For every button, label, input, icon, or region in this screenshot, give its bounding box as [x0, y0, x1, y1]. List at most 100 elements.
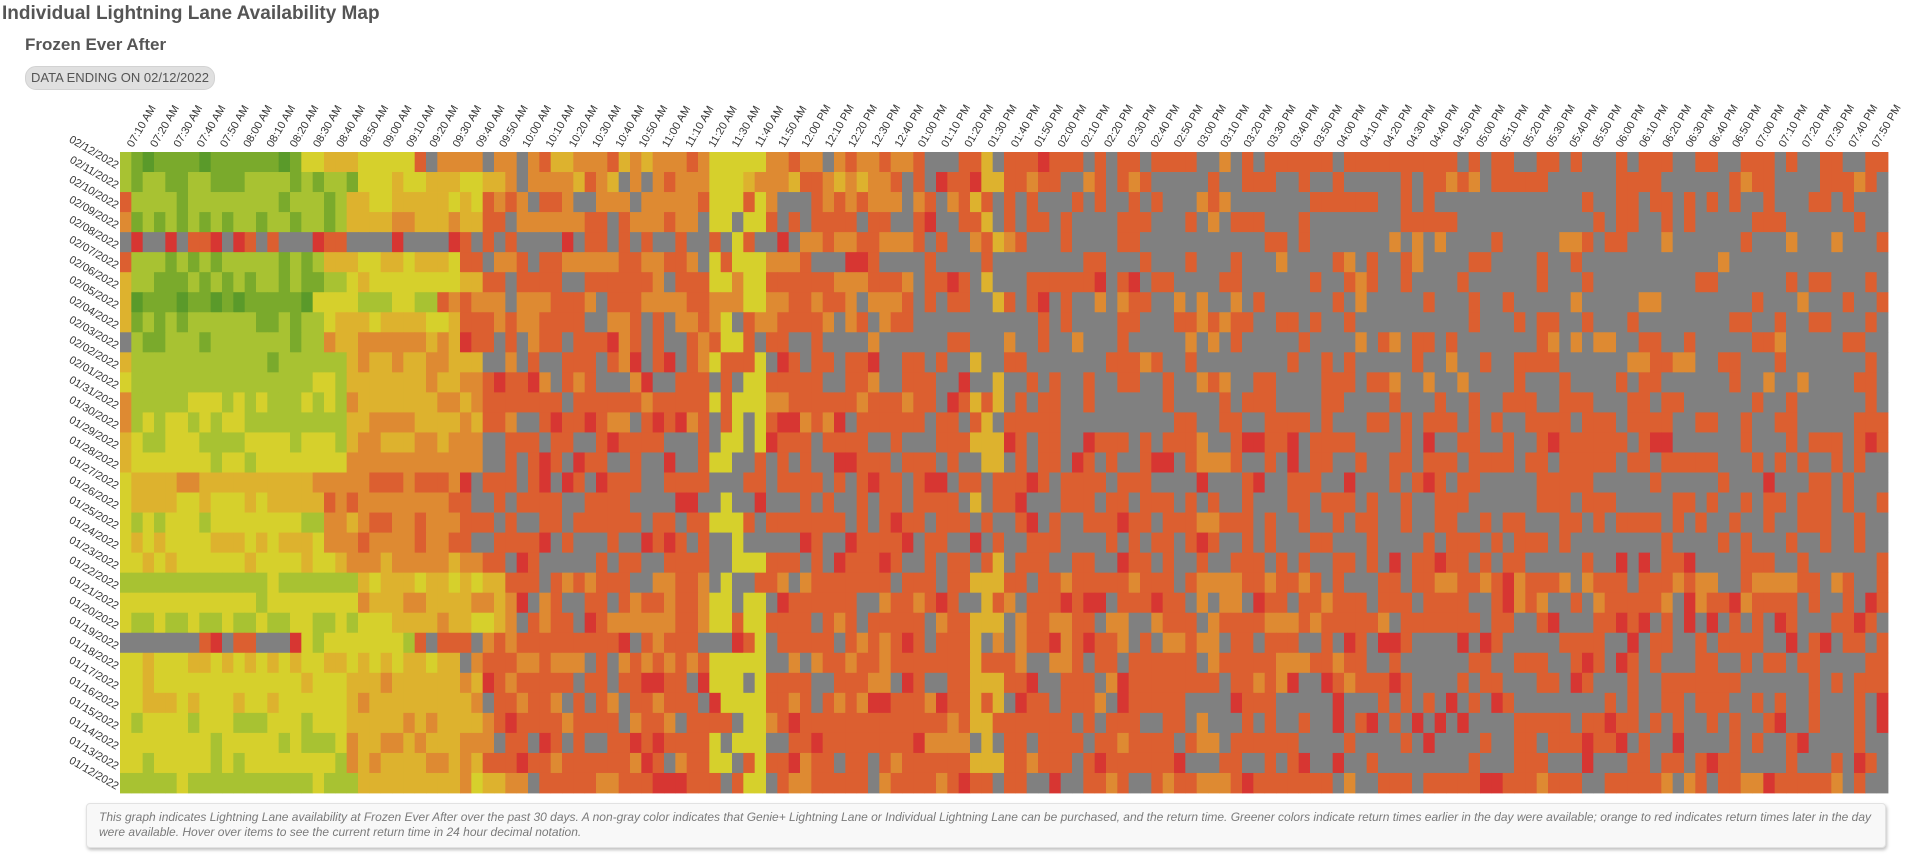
heatmap-cell[interactable] [222, 672, 234, 694]
heatmap-cell[interactable] [924, 432, 937, 453]
heatmap-cell[interactable] [1128, 252, 1141, 273]
heatmap-cell[interactable] [1038, 252, 1050, 273]
heatmap-cell[interactable] [539, 372, 552, 393]
heatmap-cell[interactable] [1355, 432, 1368, 453]
heatmap-cell[interactable] [244, 292, 257, 313]
heatmap-cell[interactable] [1616, 212, 1628, 233]
heatmap-cell[interactable] [1083, 252, 1096, 273]
heatmap-cell[interactable] [618, 592, 631, 614]
heatmap-cell[interactable] [856, 312, 869, 333]
heatmap-cell[interactable] [1038, 352, 1050, 373]
heatmap-cell[interactable] [1604, 152, 1617, 173]
heatmap-cell[interactable] [1174, 672, 1186, 694]
heatmap-cell[interactable] [1525, 152, 1538, 173]
heatmap-cell[interactable] [403, 232, 416, 253]
heatmap-cell[interactable] [1400, 452, 1413, 473]
heatmap-cell[interactable] [992, 192, 1005, 213]
heatmap-cell[interactable] [1548, 312, 1560, 333]
heatmap-cell[interactable] [414, 612, 427, 634]
heatmap-cell[interactable] [369, 272, 382, 293]
heatmap-cell[interactable] [1276, 292, 1288, 313]
heatmap-cell[interactable] [1094, 232, 1107, 253]
heatmap-cell[interactable] [1106, 692, 1118, 714]
heatmap-cell[interactable] [312, 552, 325, 574]
heatmap-cell[interactable] [1604, 712, 1617, 734]
heatmap-cell[interactable] [981, 292, 994, 313]
heatmap-cell[interactable] [924, 672, 937, 694]
heatmap-cell[interactable] [131, 272, 144, 293]
heatmap-cell[interactable] [1729, 192, 1742, 213]
heatmap-cell[interactable] [1208, 392, 1220, 413]
heatmap-cell[interactable] [312, 192, 325, 213]
heatmap-cell[interactable] [1616, 452, 1628, 473]
heatmap-cell[interactable] [754, 692, 767, 714]
heatmap-cell[interactable] [936, 752, 948, 774]
heatmap-cell[interactable] [1842, 232, 1855, 253]
heatmap-cell[interactable] [131, 432, 144, 453]
heatmap-cell[interactable] [811, 352, 824, 373]
heatmap-cell[interactable] [199, 292, 212, 313]
heatmap-cell[interactable] [1344, 612, 1356, 634]
heatmap-cell[interactable] [1797, 152, 1810, 173]
heatmap-cell[interactable] [437, 332, 450, 353]
heatmap-cell[interactable] [403, 672, 416, 694]
heatmap-cell[interactable] [165, 412, 178, 433]
heatmap-cell[interactable] [562, 612, 574, 634]
heatmap-cell[interactable] [1740, 672, 1753, 694]
heatmap-cell[interactable] [1706, 672, 1719, 694]
heatmap-cell[interactable] [471, 732, 484, 754]
heatmap-cell[interactable] [981, 652, 994, 674]
heatmap-cell[interactable] [1638, 492, 1651, 513]
heatmap-cell[interactable] [1820, 192, 1832, 213]
heatmap-cell[interactable] [1253, 332, 1266, 353]
heatmap-cell[interactable] [1117, 592, 1130, 614]
heatmap-cell[interactable] [471, 392, 484, 413]
heatmap-cell[interactable] [358, 732, 370, 754]
heatmap-cell[interactable] [788, 692, 801, 714]
heatmap-cell[interactable] [1060, 512, 1073, 533]
heatmap-cell[interactable] [1162, 652, 1175, 674]
heatmap-cell[interactable] [1253, 232, 1266, 253]
heatmap-cell[interactable] [176, 352, 189, 373]
heatmap-cell[interactable] [1072, 632, 1084, 654]
heatmap-cell[interactable] [1536, 192, 1549, 213]
heatmap-cell[interactable] [210, 492, 223, 513]
heatmap-cell[interactable] [358, 432, 370, 453]
heatmap-cell[interactable] [1298, 592, 1311, 614]
heatmap-cell[interactable] [1298, 732, 1311, 754]
heatmap-cell[interactable] [142, 672, 155, 694]
heatmap-cell[interactable] [437, 572, 450, 594]
heatmap-cell[interactable] [290, 712, 302, 734]
heatmap-cell[interactable] [1106, 372, 1118, 393]
heatmap-cell[interactable] [471, 672, 484, 694]
heatmap-cell[interactable] [618, 472, 631, 493]
heatmap-cell[interactable] [1559, 752, 1572, 774]
heatmap-cell[interactable] [222, 752, 234, 774]
heatmap-cell[interactable] [426, 172, 438, 193]
heatmap-cell[interactable] [165, 592, 178, 614]
heatmap-cell[interactable] [743, 512, 756, 533]
heatmap-cell[interactable] [1514, 472, 1526, 493]
heatmap-cell[interactable] [732, 532, 744, 554]
heatmap-cell[interactable] [652, 332, 665, 353]
heatmap-cell[interactable] [1174, 432, 1186, 453]
heatmap-cell[interactable] [1672, 452, 1685, 473]
heatmap-cell[interactable] [482, 632, 495, 654]
heatmap-cell[interactable] [312, 252, 325, 273]
heatmap-cell[interactable] [720, 372, 733, 393]
heatmap-cell[interactable] [1174, 272, 1186, 293]
heatmap-cell[interactable] [607, 412, 620, 433]
heatmap-cell[interactable] [188, 492, 200, 513]
heatmap-cell[interactable] [573, 352, 586, 373]
heatmap-cell[interactable] [947, 732, 960, 754]
heatmap-cell[interactable] [1661, 592, 1674, 614]
heatmap-cell[interactable] [1151, 252, 1164, 273]
heatmap-cell[interactable] [1695, 192, 1708, 213]
heatmap-cell[interactable] [278, 212, 291, 233]
heatmap-cell[interactable] [743, 352, 756, 373]
heatmap-cell[interactable] [120, 652, 132, 674]
heatmap-cell[interactable] [1706, 552, 1719, 574]
heatmap-cell[interactable] [1094, 672, 1107, 694]
heatmap-cell[interactable] [641, 392, 654, 413]
heatmap-cell[interactable] [913, 492, 926, 513]
